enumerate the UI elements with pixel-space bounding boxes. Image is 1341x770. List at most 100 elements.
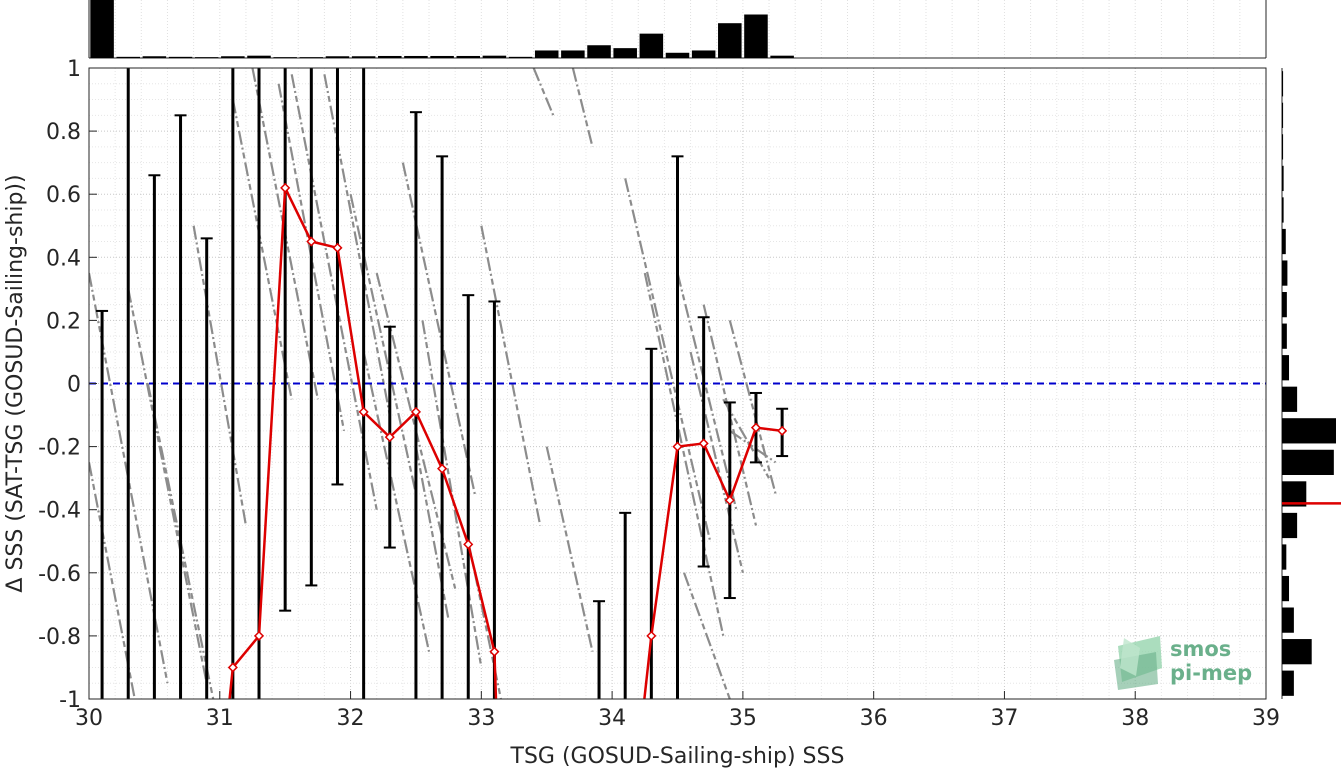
- top-histogram-bar: [456, 55, 481, 58]
- scatter-point-trail: [624, 178, 712, 542]
- top-histogram-bar: [691, 50, 716, 58]
- error-bar: [488, 300, 501, 699]
- mean-point: [253, 630, 265, 641]
- right-histogram-bar: [1282, 670, 1294, 696]
- scatter-point-trail: [231, 99, 293, 400]
- right-histogram-bar: [1282, 449, 1334, 475]
- scatter-point-trail: [192, 225, 248, 526]
- scatter-point-trail: [571, 68, 594, 148]
- right-histogram-bar: [1282, 575, 1290, 602]
- scatter-point-trail: [722, 398, 770, 479]
- top-histogram-bar: [299, 57, 324, 58]
- mean-point: [750, 422, 762, 433]
- scatter-point-trail: [683, 572, 731, 699]
- top-histogram-bar: [508, 56, 533, 58]
- mean-point: [384, 432, 395, 443]
- y-tick-label: -0.2: [38, 436, 81, 461]
- top-histogram-bar: [534, 50, 559, 58]
- right-histogram: [1281, 68, 1341, 699]
- right-histogram-bar: [1282, 165, 1284, 192]
- error-bars: [96, 68, 789, 699]
- error-bar: [671, 155, 684, 699]
- top-histogram-bar: [194, 57, 219, 58]
- scatter-point-trail: [532, 68, 555, 116]
- top-histogram-bar: [142, 56, 167, 58]
- scatter-point-trail: [421, 320, 483, 668]
- error-bar: [174, 114, 187, 699]
- top-histogram-bar: [221, 56, 245, 58]
- mean-point: [437, 463, 448, 474]
- x-tick-labels: 30 31 32 33 34 35 36 37 38 39: [75, 691, 1280, 731]
- top-histogram-bar: [639, 33, 664, 58]
- top-histogram: [90, 0, 794, 58]
- y-tick-label: -1: [59, 688, 81, 713]
- mean-point: [227, 662, 238, 673]
- right-histogram-bar: [1282, 418, 1336, 444]
- top-histogram-bar: [665, 52, 690, 58]
- right-histogram-bar: [1282, 355, 1290, 381]
- y-tick-label: -0.4: [38, 499, 81, 524]
- mean-point: [489, 646, 500, 657]
- mean-point: [724, 495, 735, 506]
- mean-point: [672, 441, 683, 452]
- top-histogram-bar: [770, 55, 794, 58]
- right-histogram-bar: [1282, 71, 1284, 97]
- right-histogram-bar: [1282, 292, 1287, 318]
- mean-point: [777, 425, 788, 436]
- mean-point: [358, 406, 369, 417]
- mean-line: [227, 182, 788, 699]
- x-axis-label: TSG (GOSUD-Sailing-ship) SSS: [510, 744, 845, 769]
- right-histogram-bar: [1282, 102, 1284, 128]
- top-histogram-bar: [378, 55, 402, 58]
- scatter-point-trail: [349, 193, 418, 495]
- right-histogram-bar: [1282, 512, 1298, 539]
- y-axis-label: Δ SSS (SAT-TSG (GOSUD-Sailing-ship)): [3, 174, 28, 592]
- right-histogram-bar: [1282, 260, 1288, 286]
- scatter-point-trail: [323, 74, 391, 416]
- y-tick-label: -0.8: [38, 625, 81, 650]
- x-tick-label: 32: [337, 706, 365, 731]
- right-histogram-bar: [1282, 197, 1284, 223]
- error-bar: [305, 68, 318, 587]
- mean-point: [646, 630, 657, 641]
- x-tick-label: 37: [990, 706, 1018, 731]
- top-histogram-bar: [116, 56, 141, 58]
- error-bar: [331, 68, 344, 486]
- mean-point: [306, 236, 317, 247]
- right-histogram-bar: [1282, 639, 1312, 665]
- logo-mark-icon: [1114, 636, 1162, 690]
- right-histogram-bar: [1282, 386, 1298, 412]
- scatter-point-trail: [127, 288, 208, 684]
- top-histogram-bar: [273, 57, 297, 58]
- logo-line2: pi-mep: [1170, 661, 1252, 685]
- error-bar: [279, 68, 292, 612]
- x-tick-label: 30: [75, 706, 103, 731]
- y-tick-label: 0.2: [46, 309, 81, 334]
- error-bar: [593, 600, 606, 699]
- error-bar: [462, 294, 475, 699]
- mean-point: [332, 242, 343, 253]
- x-tick-label: 38: [1121, 706, 1149, 731]
- x-tick-label: 33: [467, 706, 495, 731]
- y-tick-label: 0: [67, 373, 81, 398]
- x-tick-label: 34: [598, 706, 626, 731]
- top-histogram-bar: [168, 56, 193, 58]
- top-histogram-bar: [613, 48, 637, 58]
- scatter-point-trail: [480, 225, 542, 526]
- error-bar: [409, 111, 422, 699]
- top-histogram-bar: [404, 55, 428, 58]
- right-histogram-bar: [1282, 544, 1287, 570]
- right-histogram-bar: [1282, 323, 1287, 349]
- scatter-point-trail: [545, 446, 594, 652]
- right-histogram-bar: [1282, 228, 1286, 255]
- error-bar: [148, 174, 161, 699]
- scatter-point-trail: [643, 272, 725, 637]
- x-tick-label: 39: [1252, 706, 1280, 731]
- right-histogram-bar: [1282, 607, 1294, 633]
- y-tick-label: 0.8: [46, 120, 81, 145]
- top-histogram-bar: [587, 45, 611, 58]
- smos-pi-mep-logo: smos pi-mep: [1114, 636, 1252, 690]
- top-histogram-bar: [351, 56, 376, 58]
- y-tick-label: 0.4: [46, 246, 81, 271]
